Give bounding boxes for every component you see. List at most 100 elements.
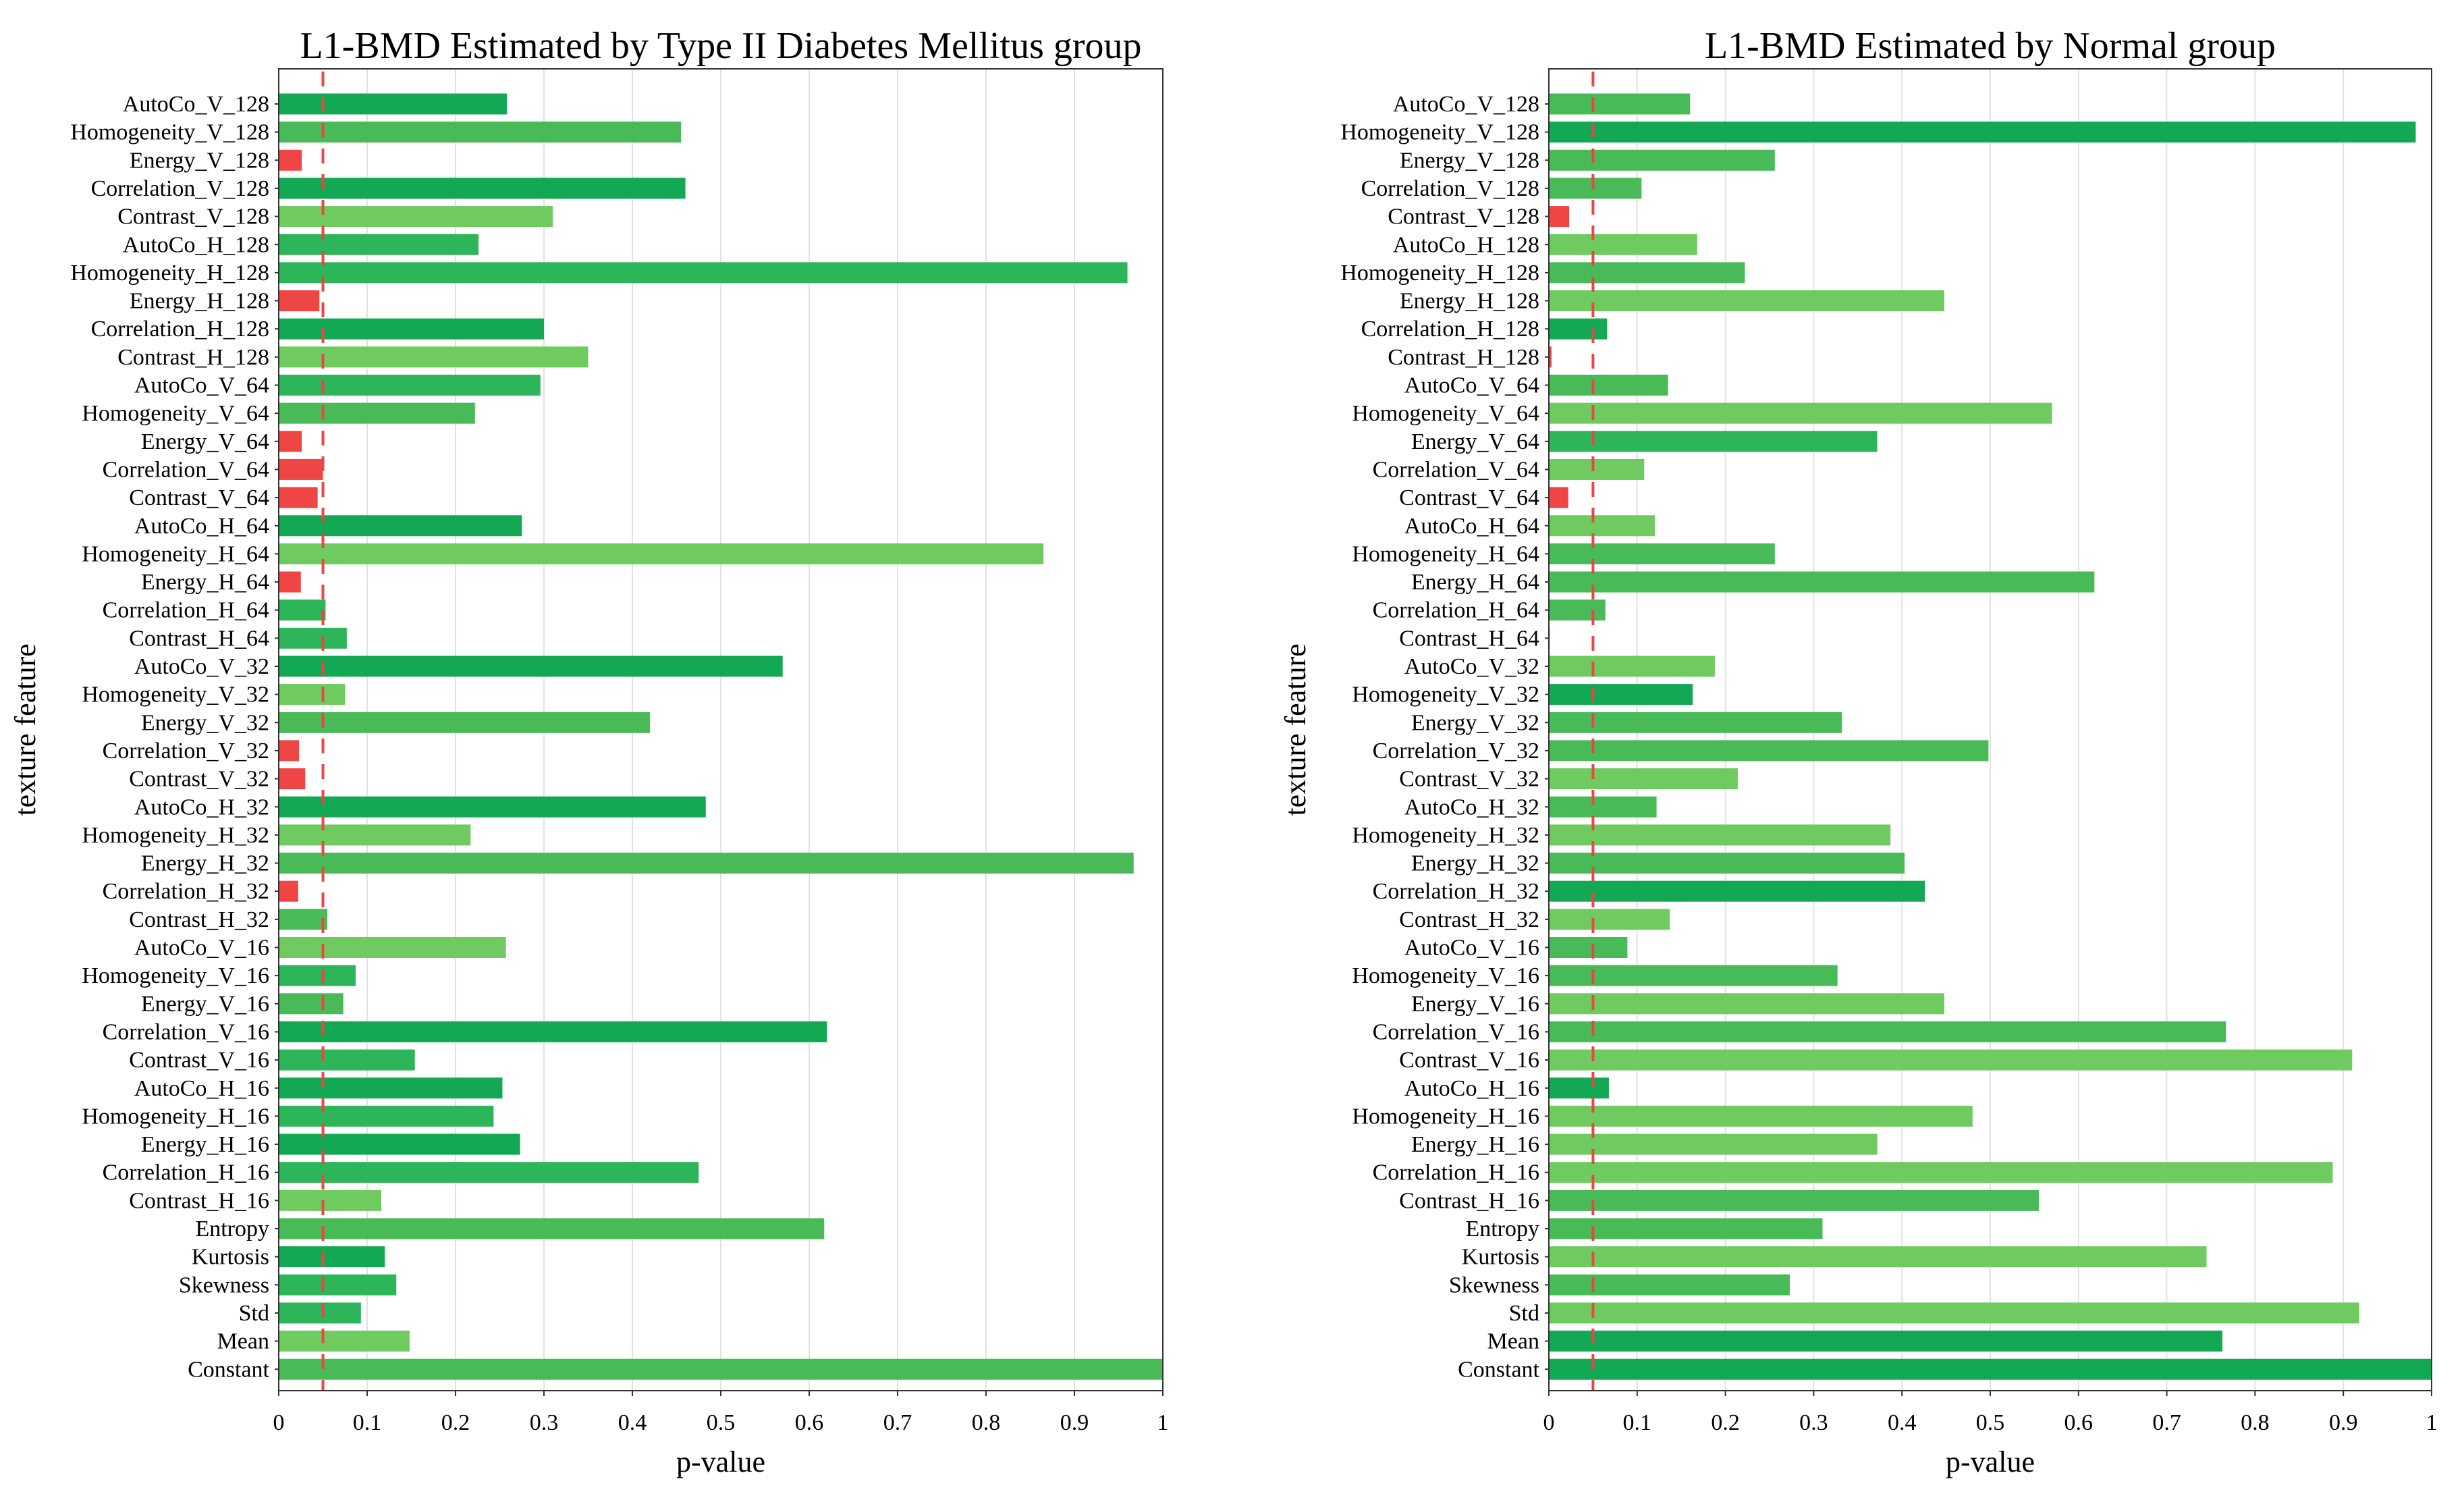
bar-Energy_H_64 <box>1549 571 2095 593</box>
bar-Homogeneity_V_128 <box>1549 122 2416 143</box>
bar-Contrast_H_32 <box>1549 909 1670 930</box>
x-tick-label: 0 <box>1543 1410 1555 1435</box>
y-tick-label: Homogeneity_H_128 <box>70 261 269 286</box>
y-tick-label: Homogeneity_V_32 <box>1352 683 1539 707</box>
y-tick-label: Contrast_H_128 <box>117 345 269 370</box>
y-tick-label: Correlation_H_64 <box>103 598 269 623</box>
y-tick-label: Contrast_V_128 <box>117 205 269 230</box>
bar-Energy_H_16 <box>1549 1133 1878 1155</box>
y-tick-label: AutoCo_H_128 <box>1393 232 1539 257</box>
y-tick-label: Homogeneity_V_32 <box>82 683 269 707</box>
y-tick-label: Contrast_V_32 <box>129 767 269 792</box>
y-tick-label: Correlation_V_128 <box>91 176 269 201</box>
y-tick-label: Correlation_H_16 <box>1373 1160 1539 1185</box>
y-tick-label: Mean <box>1487 1329 1539 1354</box>
bar-Energy_V_64 <box>279 431 302 452</box>
y-tick-label: Mean <box>217 1329 269 1354</box>
bar-Contrast_V_32 <box>1549 768 1738 790</box>
chart-title: L1-BMD Estimated by Type II Diabetes Mel… <box>300 25 1141 67</box>
x-tick-label: 0.5 <box>707 1410 736 1435</box>
bar-Homogeneity_V_16 <box>1549 965 1838 986</box>
bar-Energy_V_128 <box>1549 149 1775 171</box>
bar-Contrast_H_64 <box>279 627 347 649</box>
x-tick-label: 0.7 <box>2152 1410 2181 1435</box>
y-tick-label: AutoCo_V_32 <box>1404 654 1539 679</box>
bar-AutoCo_H_64 <box>1549 515 1655 537</box>
y-tick-label: Energy_V_32 <box>1411 710 1539 735</box>
x-tick-label: 0.2 <box>1711 1410 1740 1435</box>
x-tick-label: 0.3 <box>1799 1410 1828 1435</box>
bar-AutoCo_H_32 <box>279 796 706 818</box>
x-tick-label: 1 <box>2426 1410 2438 1435</box>
y-tick-label: AutoCo_V_64 <box>1404 373 1539 398</box>
y-tick-label: AutoCo_V_64 <box>134 373 269 398</box>
bar-Mean <box>279 1331 410 1352</box>
bar-Homogeneity_V_16 <box>279 965 356 986</box>
y-tick-label: Energy_H_64 <box>141 570 269 595</box>
bar-Contrast_V_128 <box>279 206 553 228</box>
bar-Correlation_V_64 <box>279 458 323 480</box>
bar-Homogeneity_H_32 <box>279 824 471 846</box>
y-tick-label: Energy_V_128 <box>130 148 269 173</box>
y-tick-label: AutoCo_V_16 <box>1404 936 1539 961</box>
bar-AutoCo_H_64 <box>279 515 522 537</box>
bar-AutoCo_V_16 <box>1549 937 1628 958</box>
bar-Energy_H_16 <box>279 1133 520 1155</box>
bar-Constant <box>1549 1358 2432 1380</box>
y-tick-label: Homogeneity_V_16 <box>82 963 269 988</box>
y-tick-label: Correlation_V_64 <box>1373 457 1539 482</box>
y-tick-label: AutoCo_H_32 <box>134 795 269 820</box>
bar-Contrast_V_16 <box>279 1049 415 1071</box>
bar-Homogeneity_V_32 <box>279 684 346 705</box>
bar-AutoCo_V_64 <box>1549 375 1668 396</box>
bar-Kurtosis <box>279 1246 385 1268</box>
chart-2: AutoCo_V_128 Homogeneity_V_128 Energy_V_12… <box>1279 25 2438 1478</box>
bar-Contrast_H_32 <box>279 909 328 930</box>
bar-Homogeneity_V_64 <box>279 402 475 424</box>
y-tick-label: AutoCo_H_64 <box>1404 514 1539 539</box>
bar-Energy_H_128 <box>1549 290 1944 312</box>
x-tick-label: 0.7 <box>883 1410 912 1435</box>
y-tick-label: Contrast_H_128 <box>1388 345 1539 370</box>
x-tick-label: 0.9 <box>1060 1410 1089 1435</box>
x-tick-label: 0.5 <box>1976 1410 2005 1435</box>
y-tick-label: Contrast_H_32 <box>129 907 269 932</box>
bar-AutoCo_H_16 <box>1549 1077 1609 1099</box>
y-tick-label: Contrast_H_64 <box>1399 626 1539 651</box>
y-tick-label: Entropy <box>1465 1216 1539 1241</box>
bar-Contrast_H_128 <box>279 346 588 368</box>
bar-AutoCo_H_16 <box>279 1077 503 1099</box>
x-tick-label: 0.6 <box>2064 1410 2093 1435</box>
y-tick-label: Contrast_H_16 <box>129 1188 269 1213</box>
x-tick-labels: 0 0.1 0.2 0.3 0.4 0.5 0.6 0.7 0.8 0.9 1 <box>273 1391 1169 1435</box>
y-tick-label: AutoCo_H_128 <box>123 232 269 257</box>
y-tick-label: Kurtosis <box>192 1245 269 1270</box>
bar-Correlation_H_128 <box>1549 318 1608 340</box>
y-tick-label: Energy_H_32 <box>1411 851 1539 876</box>
y-tick-label: Correlation_H_128 <box>1361 317 1539 342</box>
bar-Energy_V_16 <box>1549 993 1944 1015</box>
y-tick-label: Energy_V_128 <box>1400 148 1539 173</box>
y-tick-label: Correlation_V_32 <box>103 739 269 764</box>
bar-Correlation_H_128 <box>279 318 544 340</box>
y-tick-label: Correlation_V_16 <box>103 1019 269 1044</box>
y-tick-label: Correlation_H_64 <box>1373 598 1539 623</box>
y-tick-labels: AutoCo_V_128 Homogeneity_V_128 Energy_V_12… <box>70 92 279 1382</box>
bar-Contrast_V_64 <box>1549 487 1568 508</box>
x-tick-labels: 0 0.1 0.2 0.3 0.4 0.5 0.6 0.7 0.8 0.9 1 <box>1543 1391 2438 1435</box>
y-tick-label: AutoCo_V_32 <box>134 654 269 679</box>
y-tick-label: Entropy <box>195 1216 269 1241</box>
bar-Entropy <box>1549 1218 1823 1239</box>
bar-Homogeneity_H_128 <box>279 262 1128 284</box>
y-tick-label: Homogeneity_V_16 <box>1352 963 1539 988</box>
bar-Correlation_V_32 <box>279 740 300 761</box>
bar-Energy_V_32 <box>1549 712 1842 733</box>
bar-Contrast_H_16 <box>279 1189 381 1211</box>
y-tick-label: Contrast_H_32 <box>1399 907 1539 932</box>
y-tick-label: Constant <box>188 1357 269 1382</box>
x-tick-label: 0.8 <box>972 1410 1001 1435</box>
bar-Homogeneity_H_64 <box>1549 543 1775 564</box>
bar-Homogeneity_H_128 <box>1549 262 1745 284</box>
x-axis-label: p-value <box>1946 1445 2035 1478</box>
y-tick-label: Energy_V_16 <box>141 992 269 1017</box>
